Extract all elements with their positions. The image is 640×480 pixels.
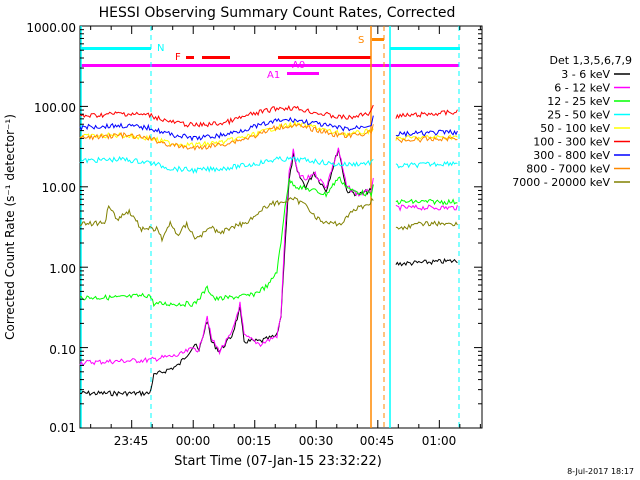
series-100-300-kev-line-after-gap (395, 109, 458, 119)
legend-label: 6 - 12 keV (554, 82, 610, 95)
y-tick-labels: 1000.00 100.00 10.00 1.00 0.10 0.01 (26, 21, 76, 435)
series-800-7000-kev-line (79, 122, 374, 151)
series-7000-20000-kev-line-after-gap (395, 220, 458, 231)
series-25-50-kev-line (79, 155, 374, 174)
footer-date: 8-Jul-2017 18:17 (567, 467, 634, 476)
legend-label: 100 - 300 keV (533, 136, 610, 149)
plot-frame (79, 25, 483, 429)
y-tick-label: 0.01 (49, 421, 76, 435)
legend-title: Det 1,3,5,6,7,9 (549, 54, 632, 67)
series-25-50-kev-line-after-gap (395, 160, 458, 169)
series-12-25-kev-line-after-gap (395, 198, 458, 206)
series-3-6-kev-line (79, 148, 374, 397)
flag-label-n: N (157, 43, 164, 54)
legend-label: 7000 - 20000 keV (512, 176, 610, 189)
flag-bar-n (390, 47, 460, 50)
x-tick-label: 00:00 (176, 434, 211, 448)
chart-title: HESSI Observing Summary Count Rates, Cor… (99, 5, 456, 21)
x-tick-label: 00:45 (360, 434, 395, 448)
flag-bar-a0 (81, 64, 459, 67)
series-layer (79, 104, 458, 397)
flag-bar-f (278, 56, 371, 59)
flag-bar-s (372, 38, 384, 41)
series-6-12-kev-line (79, 147, 374, 366)
vertical-markers (80, 26, 460, 428)
flag-bar-n (81, 47, 151, 50)
series-7000-20000-kev-line (79, 196, 374, 243)
series-100-300-kev-line (79, 104, 374, 128)
series-12-25-kev-line (80, 176, 374, 308)
series-300-800-kev-line (79, 115, 374, 142)
series-3-6-kev-line-after-gap (395, 257, 458, 267)
series-800-7000-kev-line-after-gap (395, 135, 458, 144)
series-50-100-kev-line-after-gap (395, 134, 458, 142)
x-tick-labels: 23:45 00:00 00:15 00:30 00:45 01:00 (114, 434, 457, 448)
flag-label-f: F (175, 52, 181, 63)
flag-bar-a1 (287, 72, 319, 75)
tick-layer (80, 26, 482, 429)
legend-label: 300 - 800 keV (533, 149, 610, 162)
y-tick-label: 10.00 (42, 181, 76, 195)
flag-bar-f (186, 56, 194, 59)
x-tick-label: 00:15 (237, 434, 272, 448)
legend-label: 50 - 100 keV (540, 122, 610, 135)
legend-label: 800 - 7000 keV (526, 163, 610, 176)
flag-bar-f (202, 56, 230, 59)
legend-label: 12 - 25 keV (547, 95, 610, 108)
x-tick-label: 23:45 (114, 434, 149, 448)
legend-label: 25 - 50 keV (547, 109, 610, 122)
y-tick-label: 1.00 (49, 262, 76, 276)
series-300-800-kev-line-after-gap (395, 128, 458, 138)
x-tick-label: 00:30 (299, 434, 334, 448)
x-axis-label: Start Time (07-Jan-15 23:32:22) (174, 454, 382, 469)
series-6-12-kev-line-after-gap (395, 204, 458, 212)
legend-label: 3 - 6 keV (561, 68, 610, 81)
flag-label-a1: A1 (267, 70, 280, 81)
flag-label-s: S (358, 35, 364, 46)
y-tick-label: 1000.00 (26, 21, 76, 35)
flag-label-a0: A0 (292, 60, 305, 71)
y-axis-label: Corrected Count Rate (s⁻¹ detector⁻¹) (3, 114, 17, 340)
flag-bars: N F A0 A1 S (81, 35, 460, 81)
y-tick-label: 0.10 (49, 343, 76, 357)
x-tick-label: 01:00 (422, 434, 457, 448)
y-tick-label: 100.00 (34, 101, 76, 115)
